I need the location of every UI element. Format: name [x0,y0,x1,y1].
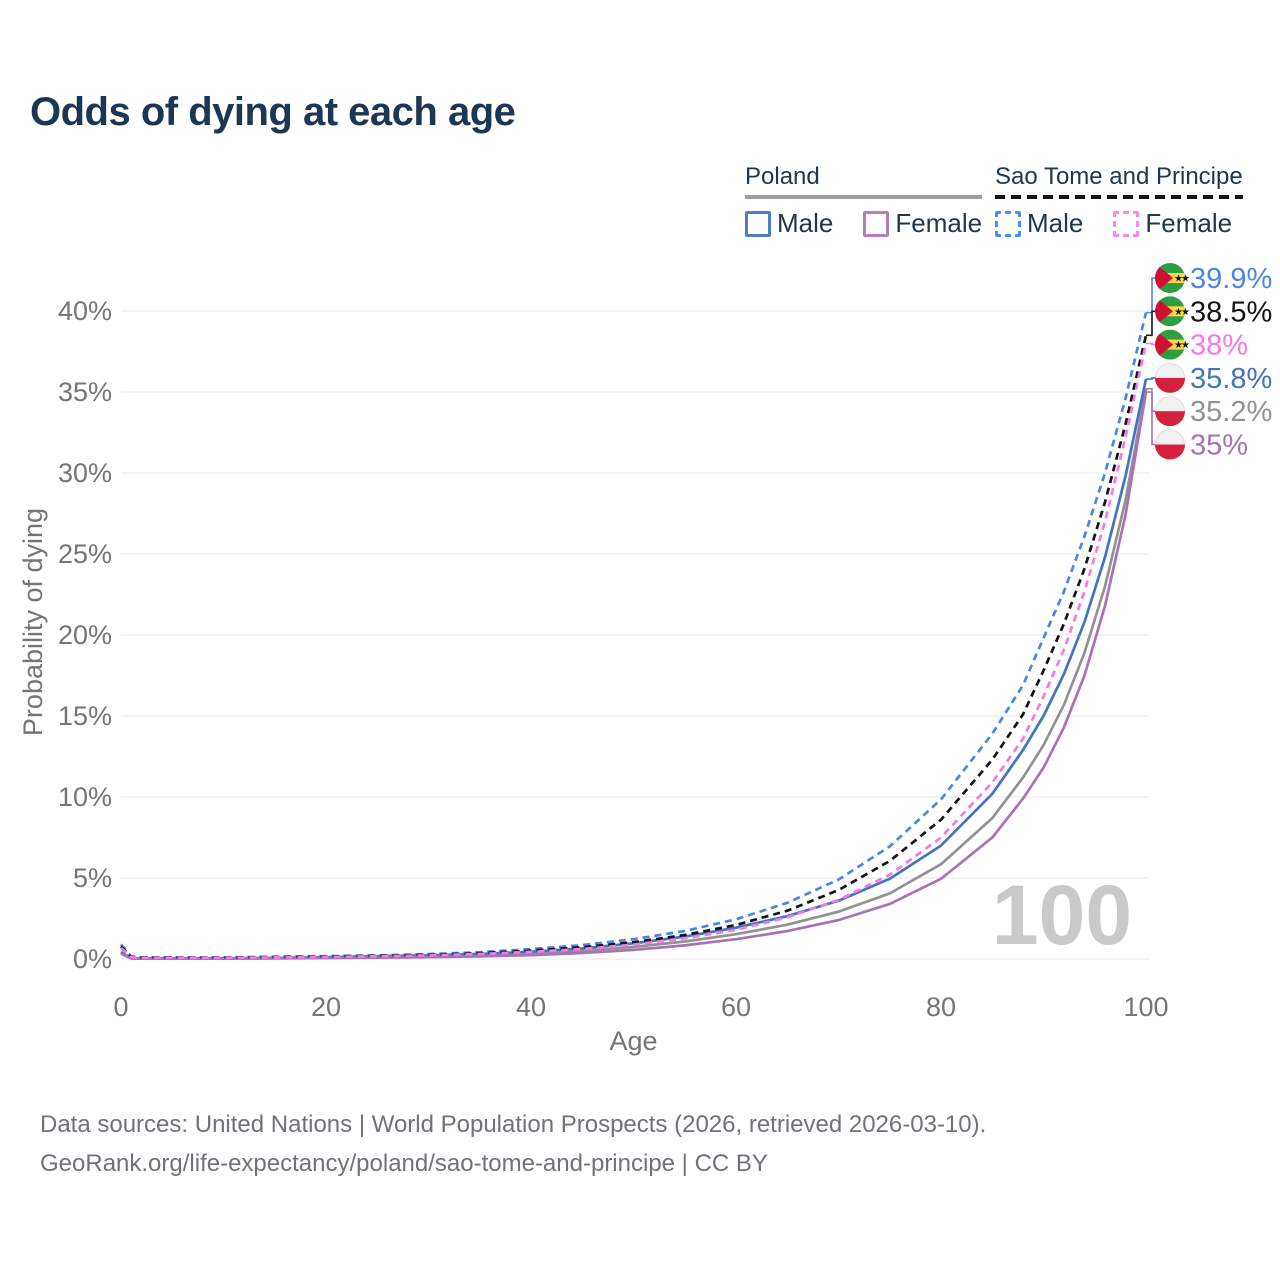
x-tick-label: 40 [516,992,546,1022]
x-tick-label: 60 [721,992,751,1022]
footer-url-line: GeoRank.org/life-expectancy/poland/sao-t… [40,1150,768,1177]
poland-flag-icon [1155,396,1185,427]
x-tick-label: 100 [1123,992,1168,1022]
y-tick-label: 5% [73,863,112,893]
flag-band [1155,377,1185,393]
legend-label: Male [777,208,834,238]
poland-female-swatch-icon [863,210,890,237]
end-value-label: 35.8% [1190,363,1272,395]
y-tick-label: 15% [58,701,112,731]
poland-flag-icon [1155,362,1185,393]
flag-band [1155,411,1185,427]
poland-flag-icon [1155,429,1185,460]
end-value-label: 35.2% [1190,396,1272,428]
legend-underline-poland [745,195,983,199]
y-tick-label: 25% [58,539,112,569]
end-value-label: 35% [1190,430,1248,462]
watermark-age-100: 100 [992,868,1132,962]
end-leader-line [1146,391,1156,446]
footer: Data sources: United Nations | World Pop… [40,1105,986,1183]
end-leader-line [1146,277,1156,314]
flag-triangle [1155,263,1173,293]
legend-label: Male [1027,208,1084,238]
footer-source-line: Data sources: United Nations | World Pop… [40,1111,987,1138]
legend-item-sao-tome-female[interactable]: Female [1113,208,1232,239]
legend-country-poland: Poland [745,163,820,190]
flag-stars: ★★ [1174,274,1190,285]
legend-group-poland: Poland Male Female [745,163,983,239]
y-tick-label: 30% [58,458,112,488]
end-value-label: 38% [1190,330,1248,362]
page-title: Odds of dying at each age [30,90,516,134]
legend-label: Female [895,208,983,238]
y-tick-label: 0% [73,944,112,974]
series-line-sao-tome-and-principe-female [120,343,1148,960]
y-axis-title: Probability of dying [18,508,48,736]
legend-label: Female [1145,208,1233,238]
x-tick-label: 80 [926,992,956,1022]
y-tick-label: 40% [58,296,112,326]
x-axis-title: Age [609,1026,657,1056]
sao-tome-female-swatch-icon [1113,210,1140,237]
y-tick-label: 20% [58,620,112,650]
legend-underline-sao-tome [995,195,1243,199]
end-value-label: 39.9% [1190,263,1272,295]
sao-tome-flag-icon: ★★ [1155,263,1192,293]
y-tick-label: 10% [58,782,112,812]
flag-band [1155,444,1185,460]
flag-triangle [1155,329,1173,360]
poland-male-swatch-icon [745,210,771,237]
legend-item-sao-tome-male[interactable]: Male [995,208,1083,239]
legend-country-sao-tome: Sao Tome and Principe [995,163,1243,190]
end-leader-line [1146,342,1156,346]
end-value-label: 38.5% [1190,296,1272,328]
end-leader-line [1146,377,1156,380]
y-tick-label: 35% [58,377,112,407]
x-tick-label: 0 [113,992,128,1022]
legend-item-poland-female[interactable]: Female [863,208,982,239]
x-tick-label: 20 [311,992,341,1022]
sao-tome-flag-icon: ★★ [1155,296,1192,327]
flag-triangle [1155,296,1173,327]
flag-stars: ★★ [1174,307,1190,318]
sao-tome-male-swatch-icon [995,210,1021,237]
sao-tome-flag-icon: ★★ [1155,329,1192,360]
legend-group-sao-tome: Sao Tome and Principe Male Female [995,163,1243,239]
flag-stars: ★★ [1174,340,1190,351]
legend-item-poland-male[interactable]: Male [745,208,833,239]
series-line-sao-tome-and-principe-both [120,334,1148,959]
end-leader-line [1146,310,1156,337]
